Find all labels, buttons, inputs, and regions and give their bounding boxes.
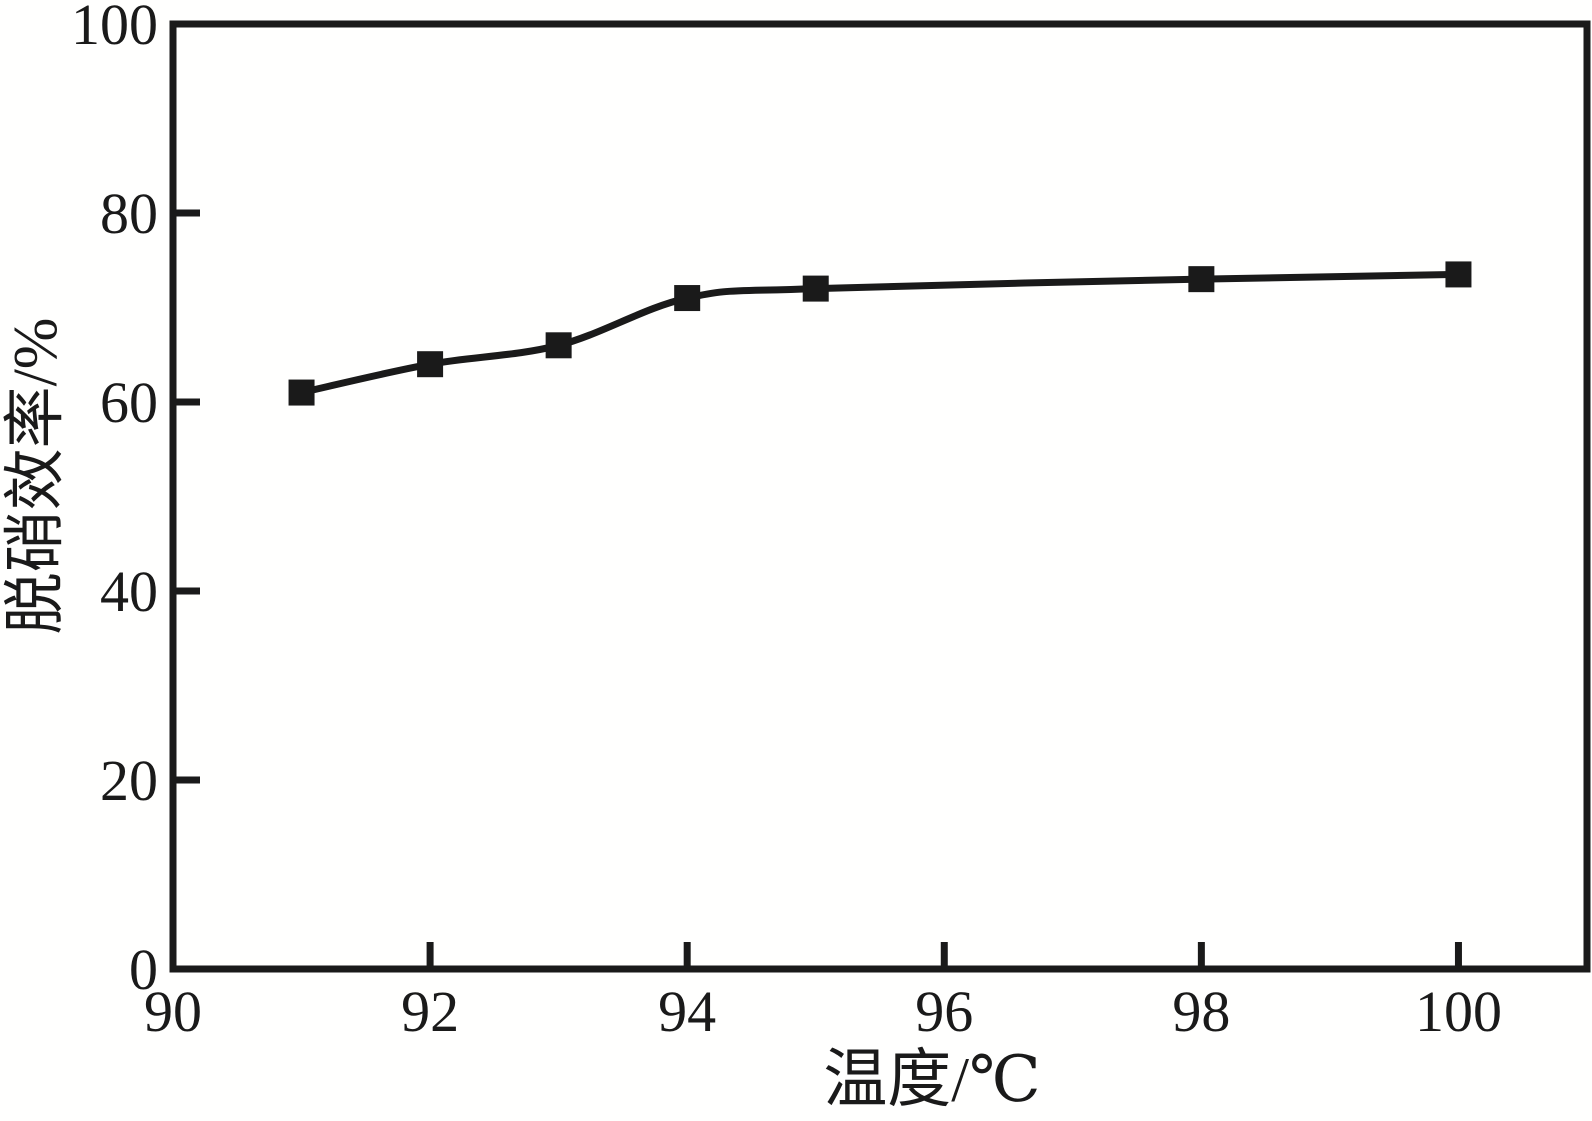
data-point-marker <box>1188 266 1215 293</box>
x-tick-label: 100 <box>1415 979 1502 1044</box>
y-tick-label: 0 <box>129 937 158 1002</box>
x-tick-label: 94 <box>658 979 716 1044</box>
data-point-marker <box>802 275 829 302</box>
x-tick-label: 96 <box>915 979 973 1044</box>
x-tick-label: 92 <box>401 979 459 1044</box>
y-axis-title: 脱硝效率/% <box>2 317 70 635</box>
series-line <box>300 270 1459 396</box>
data-point-marker <box>1445 261 1472 288</box>
x-tick-label: 90 <box>144 979 202 1044</box>
data-point-marker <box>545 332 572 359</box>
x-axis-title: 温度/℃ <box>823 1044 1041 1115</box>
data-point-marker <box>417 351 444 378</box>
data-point-marker <box>674 285 701 312</box>
y-tick-label: 80 <box>100 181 158 246</box>
y-tick-label: 60 <box>100 370 158 435</box>
plot-frame <box>169 20 1591 973</box>
data-point-marker <box>288 379 315 406</box>
x-tick-label: 98 <box>1172 979 1230 1044</box>
y-tick-label: 100 <box>71 0 158 57</box>
y-tick-label: 40 <box>100 559 158 624</box>
y-tick-label: 20 <box>100 748 158 813</box>
